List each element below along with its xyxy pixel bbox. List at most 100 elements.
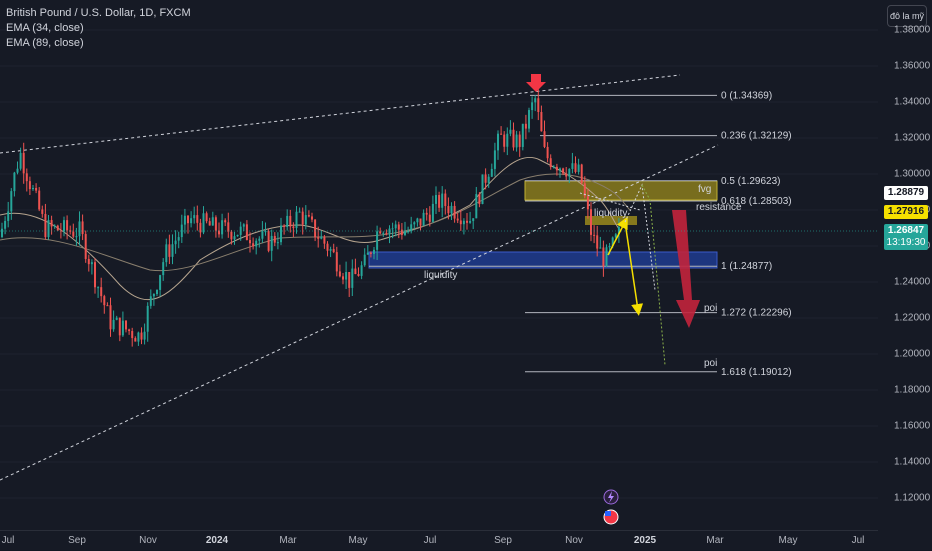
resistance-zone[interactable] [585,216,637,225]
price-tick: 1.32000 [894,132,931,144]
candle-body [335,252,338,272]
candle-body [472,218,475,221]
candle-body [419,218,422,226]
candle-body [267,231,270,251]
projection-arrows[interactable] [526,74,700,366]
ema-34-legend[interactable]: EMA (34, close) [6,22,84,34]
candle-body [53,225,56,227]
candle-body [298,211,301,213]
candle-body [131,331,134,339]
ema-89-line [0,173,631,272]
price-tick: 1.16000 [894,420,931,432]
red-down-arrow[interactable] [672,210,700,328]
candle-body [125,320,127,330]
candle-body [462,220,465,225]
candle-body [245,224,248,241]
fibonacci-extension[interactable]: 0 (1.34369) 0.236 (1.32129) 0.5 (1.29623) 0… [369,90,792,378]
candle-body [320,236,323,239]
candle-body [261,231,264,239]
candle-body [338,271,341,277]
candle-body [208,221,211,226]
fvg-label: fvg [698,184,711,195]
event-icons[interactable] [603,489,619,525]
candle-body [497,133,499,151]
candle-body [196,215,199,223]
candle-body [447,206,450,214]
candle-body [329,249,332,251]
candle-body [593,234,596,236]
candle-body [490,168,493,177]
candle-body [128,329,131,332]
price-tick: 1.20000 [894,348,931,360]
candle-body [90,262,93,265]
liquidity-zone[interactable] [368,251,718,269]
resistance-label: resistance [696,202,742,213]
price-chart[interactable]: 0 (1.34369) 0.236 (1.32129) 0.5 (1.29623) 0… [0,0,878,530]
candle-body [146,305,149,332]
candle-body [47,220,50,238]
price-tick: 1.24000 [894,276,931,288]
yellow-down-arrow[interactable] [624,221,644,316]
candle-body [537,98,540,113]
price-tick: 1.22000 [894,312,931,324]
candle-body [264,231,267,233]
candle-body [376,231,379,250]
chart-legend[interactable]: British Pound / U.S. Dollar, 1D, FXCM EM… [6,6,191,51]
candle-body [351,268,354,288]
ema-89-legend[interactable]: EMA (89, close) [6,37,84,49]
candle-body [332,249,335,253]
upper-trendline[interactable] [0,74,681,154]
time-label: Jul [1,535,15,546]
yellow-up-arrow[interactable] [607,216,628,256]
candle-body [487,176,490,183]
time-axis[interactable]: Jul Sep Nov 2024 Mar May Jul Sep Nov 2025 Mar May Ju… [0,530,878,551]
dotted-path-2 [641,184,666,366]
candle-body [1,228,3,237]
candle-body [373,249,375,254]
candle-body [562,168,565,174]
candle-body [177,237,180,241]
candle-body [435,195,437,204]
candle-body [72,231,75,237]
candle-body [456,218,459,221]
candle-body [41,209,44,214]
currency-button[interactable]: đô la mỹ [887,5,927,27]
candle-body [475,194,478,219]
candle-body [528,110,530,129]
candle-body [4,220,7,229]
candle-body [218,230,220,235]
candle-body [388,228,391,235]
candle-body [605,247,608,267]
candle-body [400,229,403,235]
candle-body [469,220,472,223]
candle-body [608,245,611,248]
candle-body [180,224,183,238]
candle-body [599,247,602,249]
fib-label: 1 (1.24877) [721,261,772,272]
candle-body [289,215,292,227]
candle-body [199,222,202,233]
candles [1,89,620,347]
candle-body [555,166,558,171]
trend-lines[interactable] [0,74,719,481]
current-price-tag: 1.26847 13:19:30 [884,224,928,250]
candle-body [63,220,65,232]
candle-body [577,164,580,172]
candle-body [466,220,468,223]
price-tick: 1.38000 [894,24,931,36]
candle-body [493,150,496,169]
candle-body [211,217,214,226]
fib-label: 0 (1.34369) [721,90,772,101]
candle-body [363,254,366,266]
candle-body [140,332,143,340]
candle-body [568,168,571,177]
lower-trendline[interactable] [0,144,719,481]
candle-body [342,276,344,280]
candle-body [171,244,174,257]
price-axis[interactable]: 1.380001.360001.340001.320001.300001.280… [878,0,932,530]
symbol-title[interactable]: British Pound / U.S. Dollar, 1D, FXCM [6,7,191,19]
candle-body [348,271,351,288]
candle-body [512,129,515,148]
candle-body [385,232,388,235]
